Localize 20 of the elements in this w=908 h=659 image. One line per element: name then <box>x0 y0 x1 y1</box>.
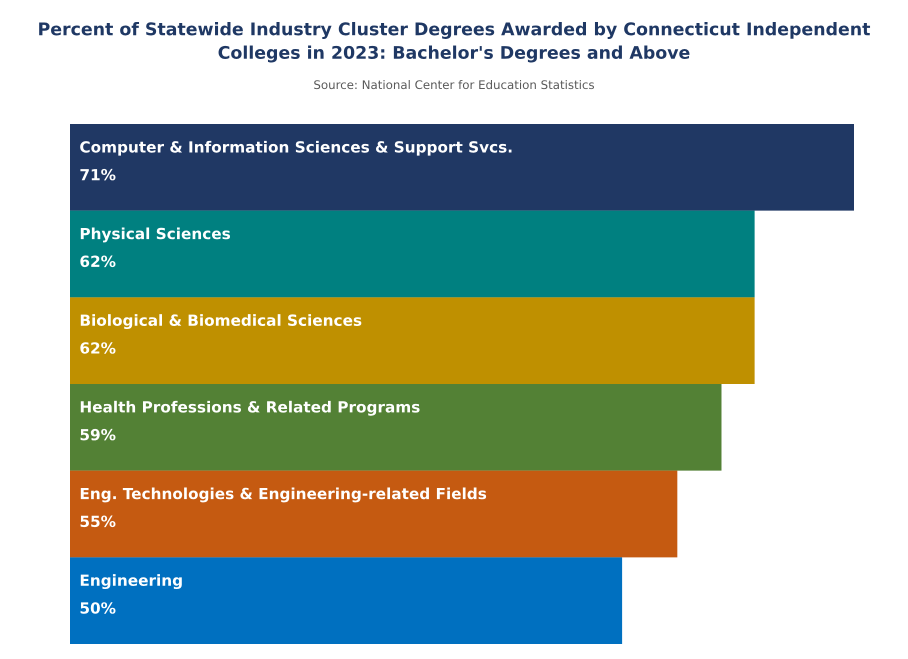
data-label: 62% <box>80 256 116 268</box>
data-label: 59% <box>80 428 116 440</box>
chart-title: Percent of Statewide Industry Cluster Degrees Awarded by Connecticut Independent Colleges in 2023: Bachelor's Degrees and Above <box>39 22 870 62</box>
bar <box>70 124 854 211</box>
bar <box>70 297 755 384</box>
y-tick-label: Health Professions & Related Programs <box>80 400 420 416</box>
bar <box>70 384 722 471</box>
bar <box>70 557 622 644</box>
data-label: 71% <box>80 168 116 180</box>
bar <box>70 210 755 298</box>
source-note: Source: National Center for Education Statistics <box>314 80 594 90</box>
y-tick-label: Eng. Technologies & Engineering-related Fields <box>80 487 486 502</box>
bar <box>70 470 678 558</box>
data-label: 55% <box>80 516 116 528</box>
y-tick-label: Engineering <box>80 574 182 590</box>
data-label: 50% <box>80 602 116 614</box>
data-label: 62% <box>80 342 116 354</box>
y-tick-label: Computer & Information Sciences & Support Svcs. <box>80 140 512 156</box>
y-tick-label: Biological & Biomedical Sciences <box>80 314 362 330</box>
y-tick-label: Physical Sciences <box>80 227 230 242</box>
